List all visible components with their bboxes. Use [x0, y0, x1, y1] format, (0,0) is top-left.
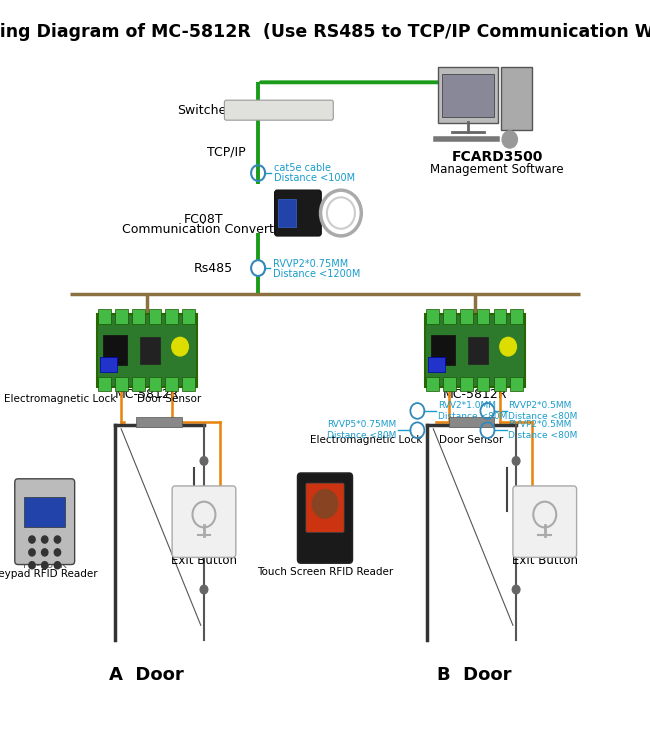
Text: MC-5812R: MC-5812R — [114, 388, 179, 401]
Text: RVVP2*0.5MM: RVVP2*0.5MM — [508, 420, 572, 429]
Text: RVVP2*0.5MM: RVVP2*0.5MM — [508, 401, 572, 410]
Circle shape — [512, 585, 520, 594]
Text: Distance <80M: Distance <80M — [508, 412, 578, 421]
Text: Exit Button: Exit Button — [512, 555, 578, 567]
Text: B  Door: B Door — [437, 666, 512, 685]
Text: Distance <80M: Distance <80M — [327, 432, 396, 440]
Text: Electromagnetic Lock: Electromagnetic Lock — [310, 434, 423, 445]
FancyBboxPatch shape — [476, 377, 489, 391]
Text: Switches: Switches — [177, 104, 233, 117]
Text: Door Sensor: Door Sensor — [439, 434, 504, 445]
Circle shape — [200, 456, 208, 465]
FancyBboxPatch shape — [166, 377, 178, 391]
FancyBboxPatch shape — [149, 377, 161, 391]
Circle shape — [54, 561, 60, 569]
Circle shape — [29, 561, 35, 569]
Text: Touch Screen RFID Reader: Touch Screen RFID Reader — [257, 566, 393, 577]
FancyBboxPatch shape — [298, 473, 352, 563]
FancyBboxPatch shape — [149, 310, 161, 324]
FancyBboxPatch shape — [132, 310, 144, 324]
FancyBboxPatch shape — [443, 310, 456, 324]
Text: Distance <80M: Distance <80M — [508, 432, 578, 440]
Text: FC-7K: FC-7K — [310, 556, 340, 566]
Text: RVV2*1.0MM: RVV2*1.0MM — [438, 401, 497, 410]
Text: Keypad RFID Reader: Keypad RFID Reader — [0, 569, 98, 579]
Text: cat5e cable: cat5e cable — [274, 163, 331, 173]
FancyBboxPatch shape — [166, 310, 178, 324]
FancyBboxPatch shape — [510, 377, 523, 391]
FancyBboxPatch shape — [115, 377, 128, 391]
Circle shape — [42, 536, 48, 543]
Text: FC-185K: FC-185K — [23, 560, 66, 569]
FancyBboxPatch shape — [97, 313, 197, 386]
Text: Exit Button: Exit Button — [171, 555, 237, 567]
FancyBboxPatch shape — [275, 190, 321, 236]
FancyBboxPatch shape — [426, 377, 439, 391]
FancyBboxPatch shape — [140, 338, 160, 364]
FancyBboxPatch shape — [103, 335, 127, 365]
FancyBboxPatch shape — [428, 356, 445, 373]
FancyBboxPatch shape — [443, 377, 456, 391]
FancyBboxPatch shape — [426, 310, 439, 324]
FancyBboxPatch shape — [431, 335, 454, 365]
FancyBboxPatch shape — [442, 74, 495, 117]
FancyBboxPatch shape — [98, 310, 111, 324]
FancyBboxPatch shape — [224, 100, 333, 120]
Text: Communication Converter: Communication Converter — [122, 223, 287, 236]
FancyBboxPatch shape — [460, 310, 473, 324]
Circle shape — [502, 131, 517, 148]
Text: Rs485: Rs485 — [194, 262, 233, 275]
FancyBboxPatch shape — [136, 418, 182, 427]
Circle shape — [42, 561, 48, 569]
FancyBboxPatch shape — [182, 377, 195, 391]
Text: A  Door: A Door — [109, 666, 184, 685]
Circle shape — [54, 536, 60, 543]
FancyBboxPatch shape — [460, 377, 473, 391]
Text: Distance <1200M: Distance <1200M — [273, 269, 360, 278]
Circle shape — [312, 490, 338, 518]
FancyBboxPatch shape — [510, 310, 523, 324]
FancyBboxPatch shape — [493, 377, 506, 391]
Text: RVVP5*0.75MM: RVVP5*0.75MM — [327, 420, 396, 429]
Circle shape — [200, 585, 208, 594]
FancyBboxPatch shape — [182, 310, 195, 324]
FancyBboxPatch shape — [513, 486, 577, 558]
FancyBboxPatch shape — [115, 310, 128, 324]
Circle shape — [29, 536, 35, 543]
Circle shape — [42, 549, 48, 556]
Text: MC-5812R: MC-5812R — [443, 388, 507, 401]
Circle shape — [500, 338, 516, 356]
Text: Wiring Diagram of MC-5812R  (Use RS485 to TCP/IP Communication Way): Wiring Diagram of MC-5812R (Use RS485 to… — [0, 23, 650, 42]
FancyBboxPatch shape — [306, 483, 344, 532]
Circle shape — [512, 456, 520, 465]
FancyBboxPatch shape — [500, 66, 532, 130]
Circle shape — [29, 549, 35, 556]
Text: Distance <100M: Distance <100M — [274, 173, 355, 183]
Text: TCP/IP: TCP/IP — [207, 145, 246, 158]
FancyBboxPatch shape — [468, 338, 488, 364]
Text: FCARD3500: FCARD3500 — [451, 150, 543, 164]
FancyBboxPatch shape — [98, 377, 111, 391]
Text: RVVP2*0.75MM: RVVP2*0.75MM — [273, 259, 348, 269]
FancyBboxPatch shape — [100, 356, 117, 373]
FancyBboxPatch shape — [493, 310, 506, 324]
Text: Distance <80M: Distance <80M — [438, 412, 508, 421]
Text: Electromagnetic Lock: Electromagnetic Lock — [5, 394, 117, 404]
FancyBboxPatch shape — [476, 310, 489, 324]
Circle shape — [172, 338, 188, 356]
FancyBboxPatch shape — [172, 486, 236, 558]
Text: FC08T: FC08T — [184, 213, 224, 226]
FancyBboxPatch shape — [132, 377, 144, 391]
Text: Management Software: Management Software — [430, 163, 564, 176]
FancyBboxPatch shape — [438, 66, 499, 123]
FancyBboxPatch shape — [278, 200, 296, 227]
FancyBboxPatch shape — [424, 313, 525, 386]
Circle shape — [54, 549, 60, 556]
FancyBboxPatch shape — [15, 479, 75, 564]
Text: Door Sensor: Door Sensor — [136, 394, 201, 404]
FancyBboxPatch shape — [448, 418, 495, 427]
FancyBboxPatch shape — [24, 496, 65, 526]
